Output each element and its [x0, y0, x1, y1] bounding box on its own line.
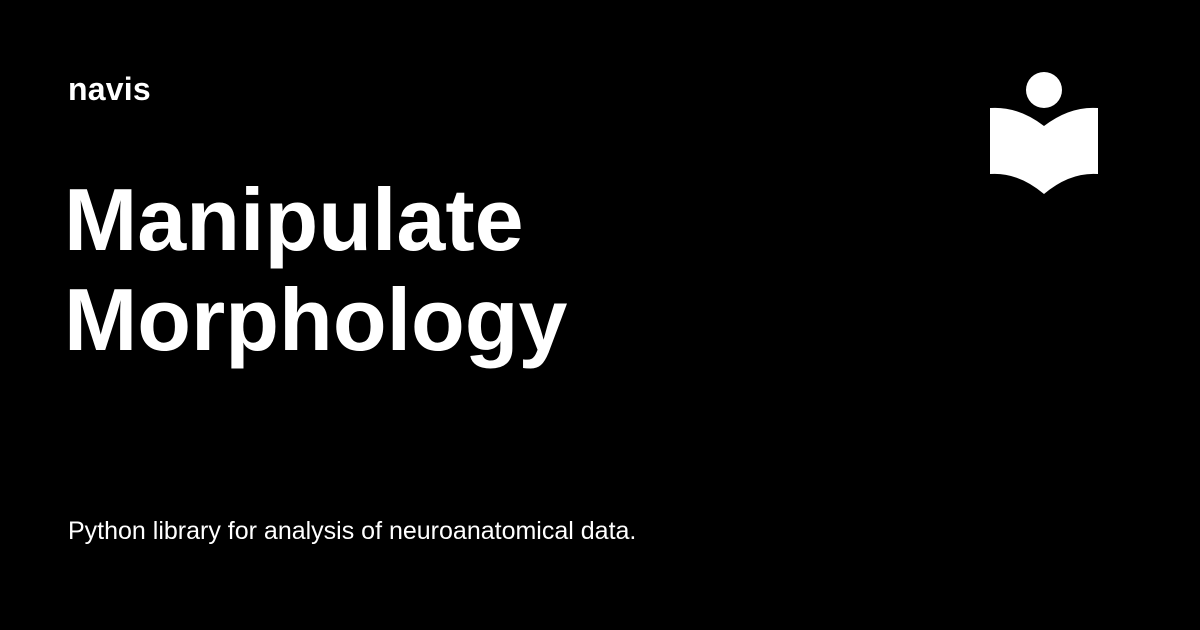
page-title-line-1: Manipulate — [64, 170, 524, 269]
page-description: Python library for analysis of neuroanat… — [68, 517, 637, 545]
page-title: Manipulate Morphology — [64, 170, 884, 370]
site-name: navis — [68, 71, 151, 107]
reader-book-icon — [990, 72, 1098, 194]
page-title-line-2: Morphology — [64, 270, 568, 369]
